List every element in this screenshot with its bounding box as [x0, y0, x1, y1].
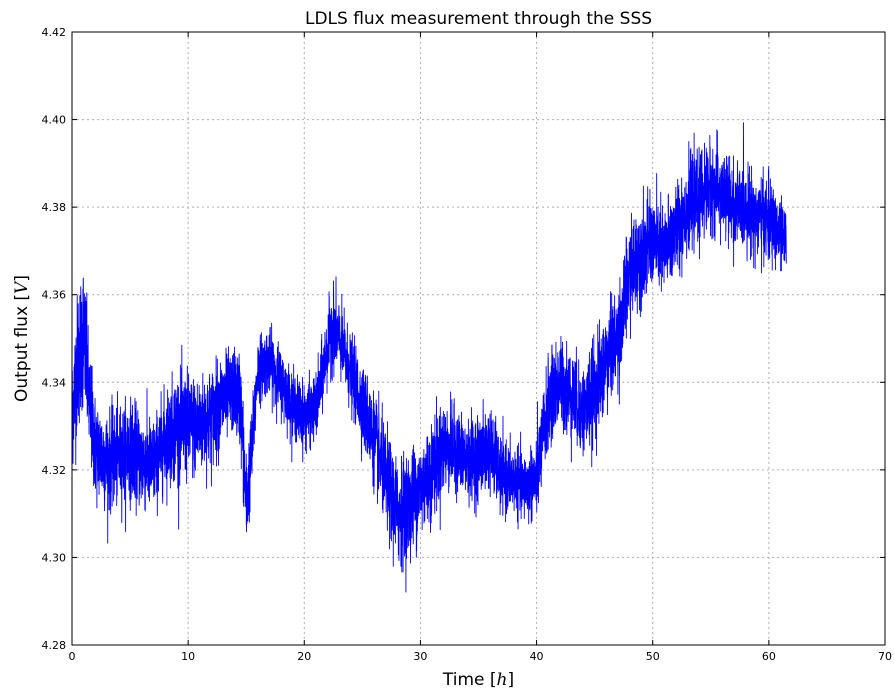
y-axis-label-text: Output flux [12, 306, 32, 402]
x-tick-label: 60 [762, 650, 776, 663]
y-tick-label: 4.34 [42, 376, 67, 389]
x-axis-unit: h [497, 670, 508, 690]
x-tick-label: 50 [646, 650, 660, 663]
y-tick-label: 4.42 [42, 26, 67, 39]
y-tick-label: 4.38 [42, 201, 67, 214]
y-tick-label: 4.28 [42, 639, 67, 652]
x-tick-label: 20 [297, 650, 311, 663]
y-axis-label: Output flux [V] [12, 275, 32, 402]
x-tick-label: 10 [181, 650, 195, 663]
axis-ticks: 0 10 20 30 40 50 60 70 4.28 4.30 4.32 4.34 4.36 4.38 4… [42, 26, 893, 663]
x-tick-label: 30 [413, 650, 427, 663]
x-tick-label: 0 [69, 650, 76, 663]
plot-area [72, 122, 787, 593]
y-tick-label: 4.32 [42, 464, 67, 477]
series-line-0 [72, 122, 787, 593]
x-tick-label: 70 [878, 650, 892, 663]
chart-title: LDLS flux measurement through the SSS [305, 9, 652, 29]
x-axis-label: Time [h] [442, 670, 514, 690]
x-tick-label: 40 [530, 650, 544, 663]
y-tick-label: 4.30 [42, 551, 67, 564]
y-axis-unit: V [12, 280, 32, 294]
x-axis-label-text: Time [442, 670, 485, 690]
y-tick-label: 4.40 [42, 114, 67, 127]
y-tick-label: 4.36 [42, 289, 67, 302]
axes-frame [71, 31, 886, 646]
